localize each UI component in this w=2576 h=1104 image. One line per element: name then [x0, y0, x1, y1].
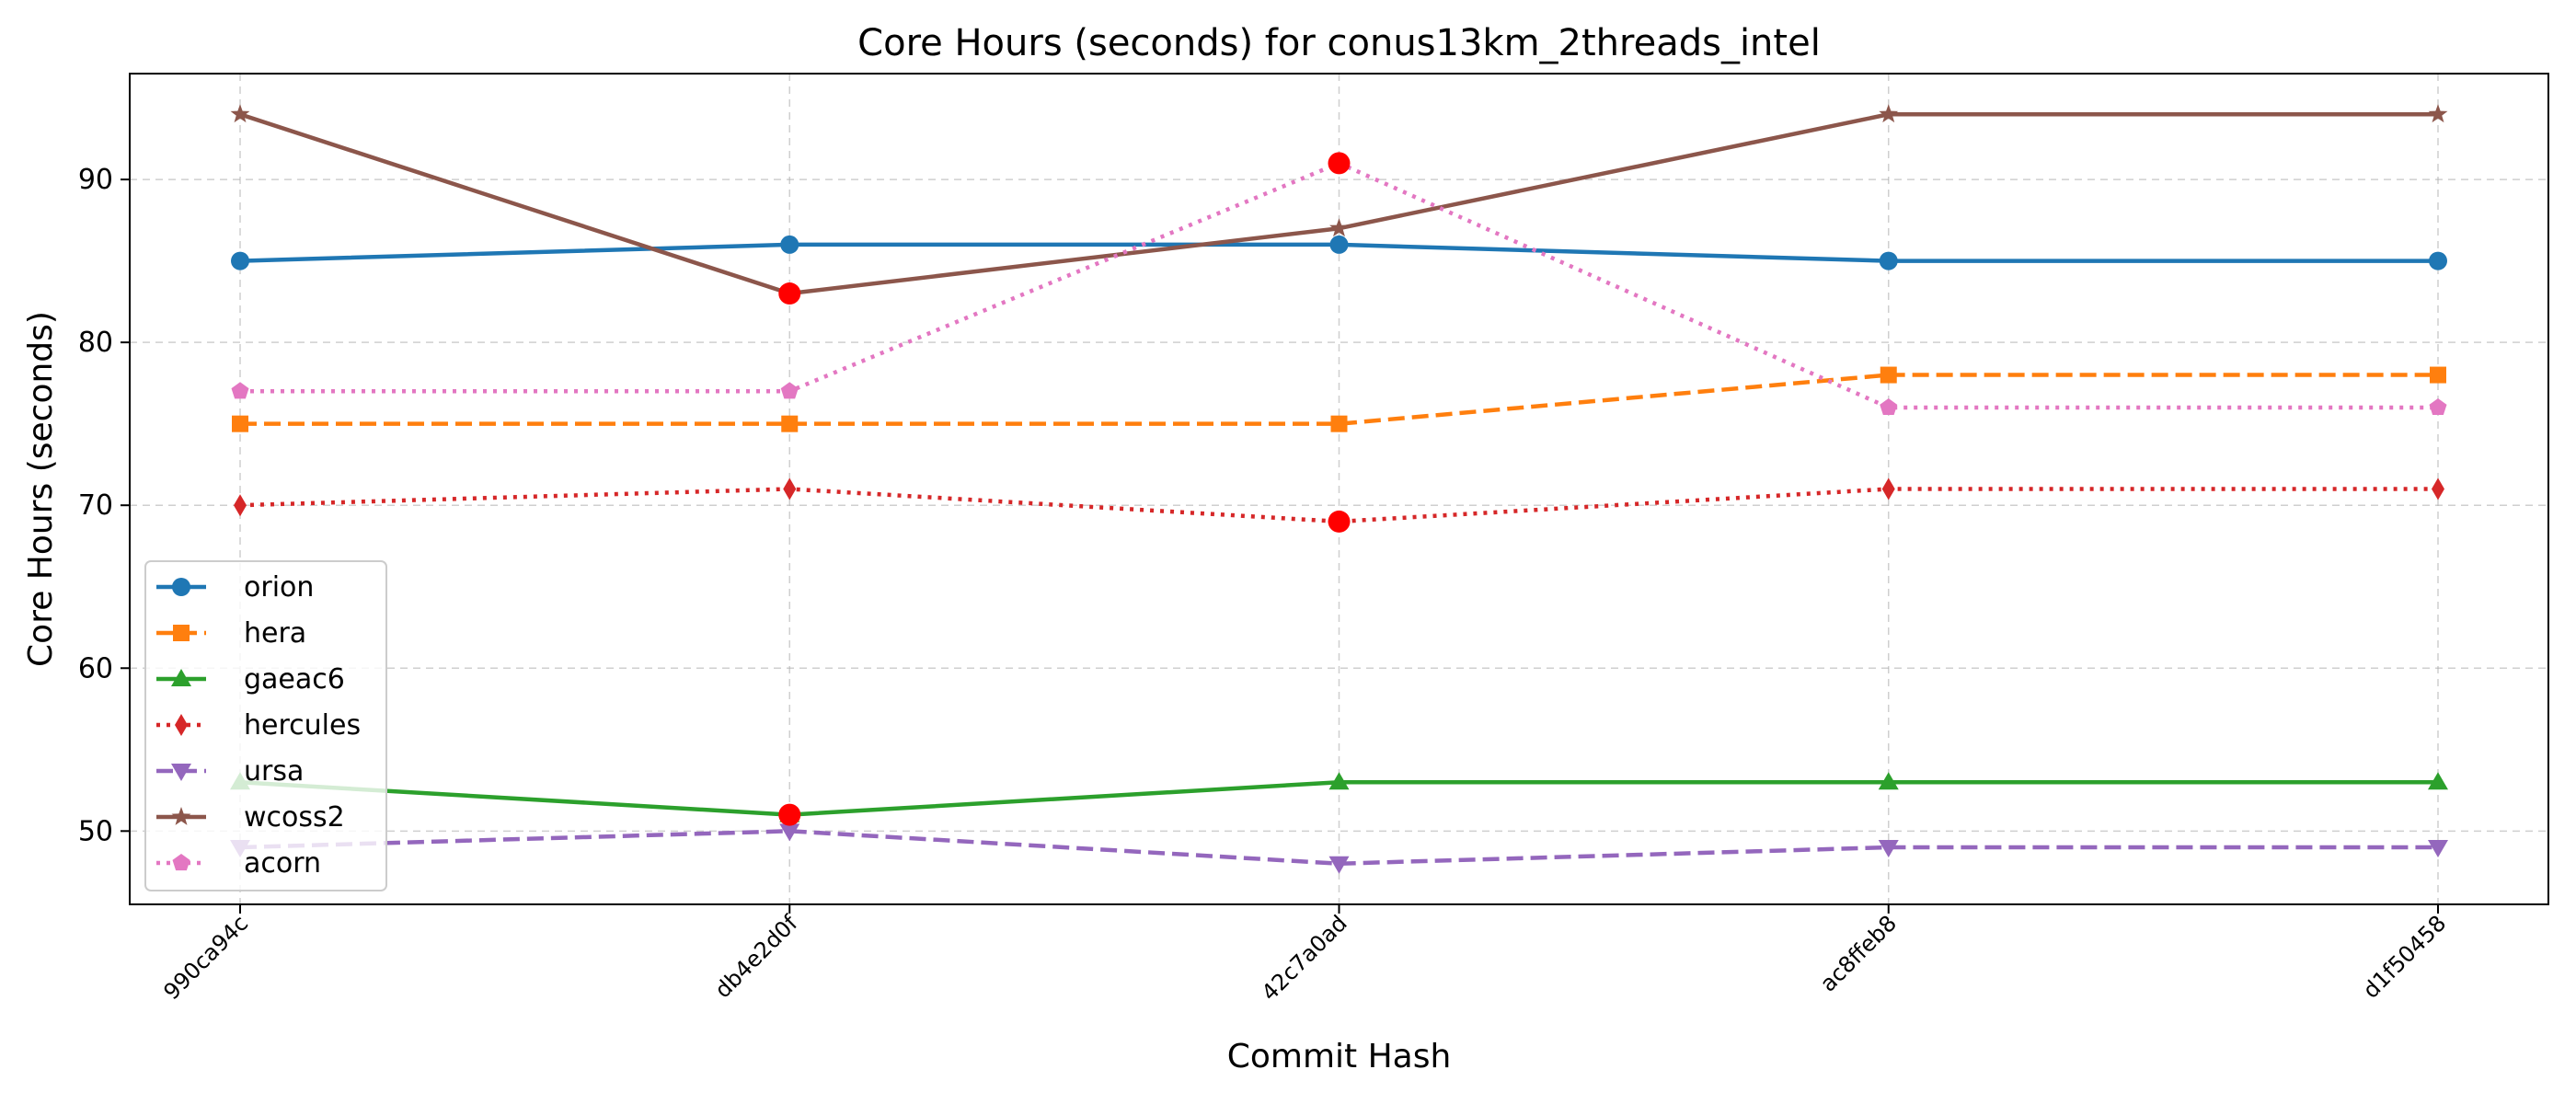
data-point-hera: [781, 415, 799, 432]
series-line-hercules: [239, 487, 2438, 524]
data-point-hercules: [783, 477, 797, 500]
legend-box: [144, 560, 387, 891]
highlight-point: [1328, 152, 1351, 175]
data-point-gaeac6: [1878, 772, 1899, 790]
legend-marker: [173, 625, 190, 641]
data-point-wcoss2: [1879, 104, 1899, 123]
legend-label: acorn: [244, 847, 321, 880]
legend-marker: [171, 764, 191, 781]
legend: orion hera gaeac6 hercules ursa wcoss2 acorn: [144, 560, 387, 891]
data-point-ursa: [779, 823, 800, 842]
series-orion: [231, 235, 2447, 270]
legend-marker: [171, 807, 191, 825]
legend-label: orion: [244, 571, 314, 604]
x-axis-label: Commit Hash: [1227, 1038, 1452, 1075]
data-point-wcoss2: [2428, 104, 2448, 123]
legend-label: hera: [244, 617, 306, 650]
data-point-hercules: [234, 494, 247, 517]
data-point-acorn: [231, 382, 249, 399]
data-point-acorn: [780, 382, 799, 399]
data-point-orion: [2429, 251, 2447, 270]
data-point-ursa: [1328, 856, 1350, 874]
data-point-gaeac6: [2428, 772, 2448, 790]
highlight-point: [1328, 510, 1351, 533]
legend-item-orion: orion: [156, 571, 314, 604]
y-axis-label: Core Hours (seconds): [22, 311, 60, 667]
legend-item-hercules: hercules: [156, 709, 361, 742]
series-hera: [232, 366, 2446, 432]
legend-label: gaeac6: [244, 663, 345, 696]
legend-label: hercules: [244, 709, 361, 742]
series-layer: [230, 104, 2448, 874]
data-point-wcoss2: [230, 104, 250, 123]
data-point-orion: [231, 251, 249, 270]
data-point-gaeac6: [1328, 772, 1350, 790]
data-point-hera: [1880, 366, 1897, 384]
data-point-acorn: [2429, 397, 2447, 416]
y-tick-label: 50: [78, 815, 113, 847]
legend-marker: [171, 669, 191, 686]
data-point-hera: [2430, 366, 2446, 384]
y-tick-label: 80: [78, 327, 113, 359]
data-point-wcoss2: [1329, 218, 1349, 237]
data-point-hercules: [1881, 477, 1895, 500]
data-point-orion: [1879, 251, 1898, 270]
series-line-hera: [240, 373, 2438, 426]
highlight-point: [778, 282, 801, 305]
data-point-ursa: [1878, 840, 1899, 858]
legend-label: wcoss2: [244, 801, 345, 834]
legend-item-ursa: ursa: [156, 755, 304, 788]
data-point-ursa: [2428, 840, 2448, 858]
legend-item-wcoss2: wcoss2: [156, 801, 345, 834]
highlight-point: [778, 803, 801, 826]
highlight-markers: [778, 152, 1351, 826]
data-point-orion: [1329, 235, 1349, 254]
legend-marker: [172, 854, 190, 871]
legend-item-gaeac6: gaeac6: [156, 663, 345, 696]
data-point-hera: [232, 415, 248, 432]
series-line-ursa: [239, 829, 2438, 866]
legend-item-hera: hera: [156, 617, 306, 650]
data-point-acorn: [1880, 397, 1898, 416]
y-tick-label: 60: [78, 652, 113, 684]
y-tick-label: 70: [78, 489, 113, 522]
legend-label: ursa: [244, 755, 304, 788]
data-point-hera: [1330, 415, 1348, 432]
y-tick-label: 90: [78, 164, 113, 196]
chart-title: Core Hours (seconds) for conus13km_2thre…: [857, 22, 1821, 64]
series-hercules: [234, 477, 2444, 533]
legend-marker: [175, 714, 188, 736]
legend-marker: [172, 578, 190, 596]
data-point-orion: [780, 235, 799, 254]
legend-item-acorn: acorn: [156, 847, 321, 880]
data-point-hercules: [2432, 477, 2444, 500]
